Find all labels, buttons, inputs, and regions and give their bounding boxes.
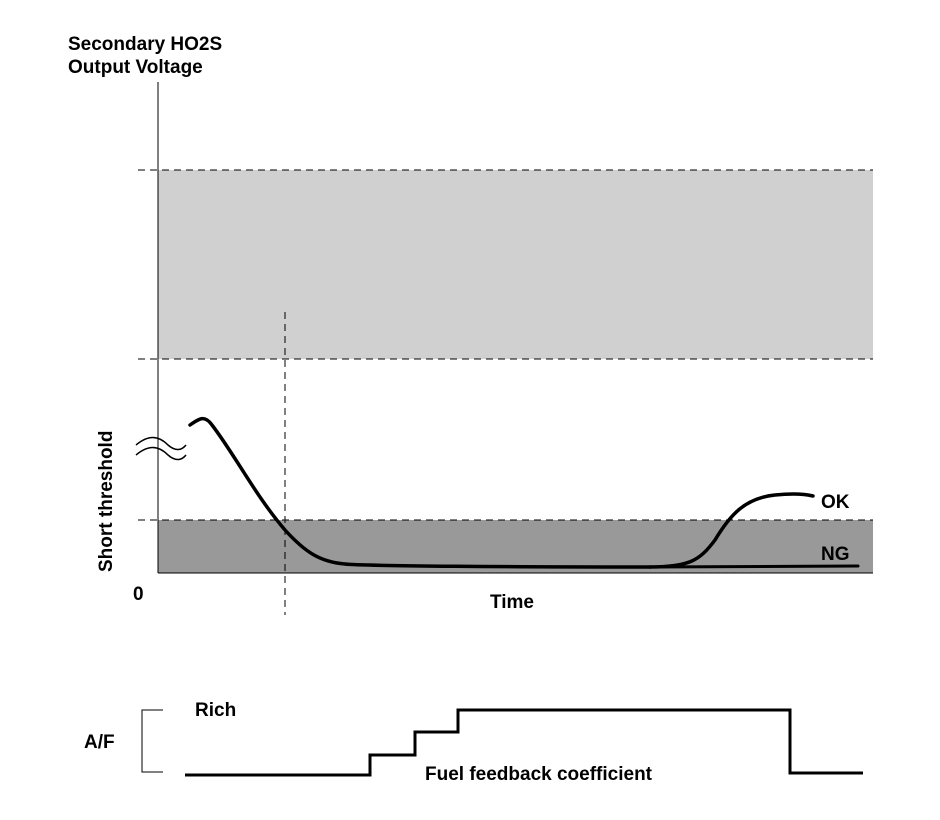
x-axis-label: Time [490,592,534,613]
af-bracket [141,709,163,773]
fuel-feedback-label: Fuel feedback coefficient [425,764,653,785]
sensor-voltage-curve-ok [648,492,815,569]
rich-label: Rich [195,700,236,721]
ng-label: NG [821,544,850,565]
upper-voltage-band [158,170,873,359]
double-wave-break-icon [135,436,187,461]
sensor-voltage-curve-ng [648,564,860,569]
ok-label: OK [821,492,850,513]
short-threshold-label: Short threshold [96,431,117,572]
y-axis-title-line1: Secondary HO2S [68,34,222,55]
y-axis-title-line2: Output Voltage [68,57,203,78]
origin-label: 0 [133,584,144,605]
af-label: A/F [84,732,115,753]
sensor-voltage-curve-common [188,416,652,569]
fuel-feedback-step-line [185,708,863,777]
short-threshold-band [158,520,873,573]
